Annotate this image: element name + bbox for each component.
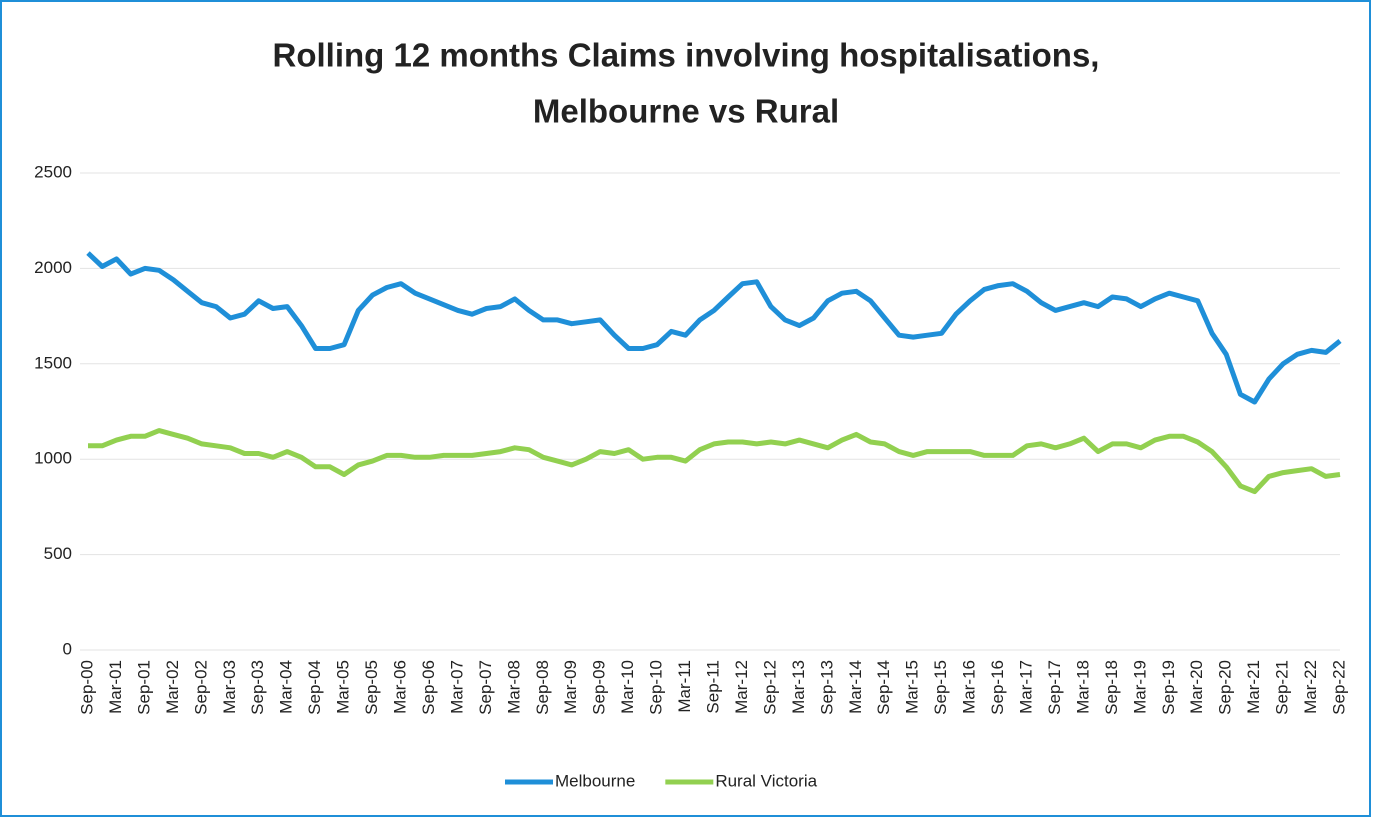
series-line (88, 428, 1341, 495)
x-tick-label: Mar-06 (390, 660, 409, 714)
x-tick-label: Sep-20 (1216, 660, 1235, 715)
x-tick-label: Mar-01 (106, 660, 125, 714)
x-tick-label: Mar-13 (789, 660, 808, 714)
x-tick-label: Sep-22 (1329, 660, 1348, 715)
x-tick-label: Mar-02 (163, 660, 182, 714)
x-tick-label: Mar-05 (334, 660, 353, 714)
x-tick-label: Mar-12 (732, 660, 751, 714)
x-tick-label: Sep-00 (77, 660, 96, 715)
x-tick-label: Mar-21 (1244, 660, 1263, 714)
y-tick-label: 1000 (34, 449, 72, 468)
x-tick-label: Sep-04 (305, 660, 324, 715)
x-tick-label: Mar-16 (960, 660, 979, 714)
x-tick-label: Mar-15 (903, 660, 922, 714)
x-tick-label: Sep-01 (134, 660, 153, 715)
x-tick-label: Mar-17 (1016, 660, 1035, 714)
x-tick-label: Sep-21 (1273, 660, 1292, 715)
x-tick-label: Sep-19 (1159, 660, 1178, 715)
y-tick-label: 500 (44, 544, 72, 563)
x-tick-label: Mar-20 (1187, 660, 1206, 714)
x-tick-label: Mar-04 (277, 660, 296, 714)
y-tick-label: 0 (63, 639, 72, 658)
x-tick-label: Mar-11 (675, 660, 694, 713)
y-tick-label: 2500 (34, 162, 72, 181)
x-tick-label: Sep-09 (590, 660, 609, 715)
chart-subtitle: Melbourne vs Rural (533, 93, 839, 130)
x-tick-label: Sep-15 (931, 660, 950, 715)
x-tick-label: Sep-02 (191, 660, 210, 715)
x-tick-label: Sep-06 (419, 660, 438, 715)
x-tick-label: Mar-14 (846, 660, 865, 714)
x-tick-label: Sep-18 (1102, 660, 1121, 715)
y-tick-label: 1500 (34, 353, 72, 372)
x-tick-label: Sep-12 (760, 660, 779, 715)
x-tick-label: Mar-09 (561, 660, 580, 714)
x-tick-label: Sep-10 (647, 660, 666, 715)
x-tick-label: Mar-03 (220, 660, 239, 714)
x-tick-label: Sep-16 (988, 660, 1007, 715)
x-tick-label: Sep-11 (703, 660, 722, 714)
x-tick-label: Mar-08 (504, 660, 523, 714)
x-tick-label: Sep-17 (1045, 660, 1064, 715)
legend-label: Melbourne (555, 771, 635, 790)
x-tick-label: Sep-07 (476, 660, 495, 715)
x-tick-label: Mar-10 (618, 660, 637, 714)
x-tick-label: Sep-08 (533, 660, 552, 715)
y-tick-label: 2000 (34, 258, 72, 277)
x-tick-label: Mar-18 (1073, 660, 1092, 714)
chart-title: Rolling 12 months Claims involving hospi… (273, 37, 1100, 74)
x-tick-label: Sep-05 (362, 660, 381, 715)
x-tick-label: Mar-22 (1301, 660, 1320, 714)
series-line (86, 251, 1342, 405)
x-tick-label: Sep-13 (817, 660, 836, 715)
x-tick-label: Mar-19 (1130, 660, 1149, 714)
legend-label: Rural Victoria (715, 771, 817, 790)
x-tick-label: Mar-07 (447, 660, 466, 714)
x-tick-label: Sep-03 (248, 660, 267, 715)
x-tick-label: Sep-14 (874, 660, 893, 715)
